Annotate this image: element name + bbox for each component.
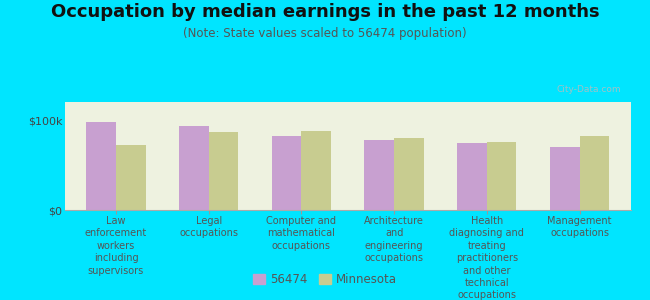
Bar	[116, 145, 146, 210]
Bar	[365, 140, 394, 210]
Bar	[457, 143, 487, 210]
Bar	[179, 126, 209, 210]
Text: Law
enforcement
workers
including
supervisors: Law enforcement workers including superv…	[85, 216, 147, 276]
Bar	[86, 122, 116, 210]
Text: Management
occupations: Management occupations	[547, 216, 612, 239]
Text: (Note: State values scaled to 56474 population): (Note: State values scaled to 56474 popu…	[183, 27, 467, 40]
Bar	[550, 147, 580, 210]
Text: City-Data.com: City-Data.com	[556, 85, 621, 94]
Legend: 56474, Minnesota: 56474, Minnesota	[249, 269, 401, 291]
Bar	[580, 136, 609, 210]
Bar	[209, 132, 239, 210]
Text: Architecture
and
engineering
occupations: Architecture and engineering occupations	[364, 216, 424, 263]
Bar	[302, 131, 331, 210]
Text: Health
diagnosing and
treating
practitioners
and other
technical
occupations: Health diagnosing and treating practitio…	[449, 216, 525, 300]
Bar	[272, 136, 302, 210]
Bar	[487, 142, 517, 210]
Text: Legal
occupations: Legal occupations	[179, 216, 238, 239]
Text: Occupation by median earnings in the past 12 months: Occupation by median earnings in the pas…	[51, 3, 599, 21]
Text: Computer and
mathematical
occupations: Computer and mathematical occupations	[266, 216, 337, 251]
Bar	[394, 138, 424, 210]
